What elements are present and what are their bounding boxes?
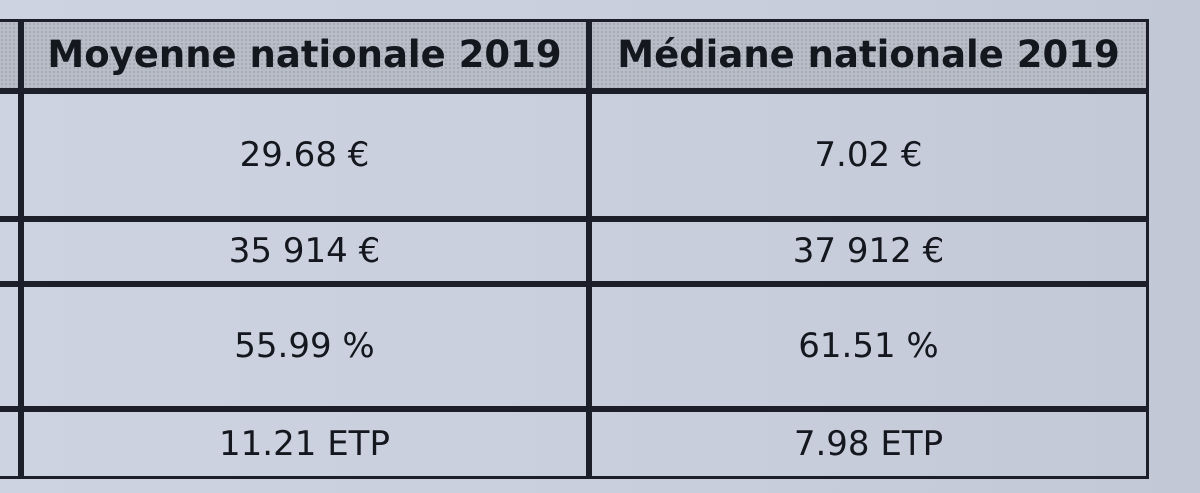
value-cell: 37 912 € (588, 218, 1149, 284)
row-label-cell (0, 218, 21, 284)
header-cell: Médiane nationale 2019 (588, 18, 1149, 91)
row-label-cell (0, 408, 21, 479)
value-cell: 61.51 % (588, 283, 1149, 409)
value-cell: 7.02 € (588, 90, 1149, 219)
value-cell: 11.21 ETP (20, 408, 589, 479)
header-cell: Moyenne nationale 2019 (20, 18, 589, 91)
row-label-cell (0, 283, 21, 409)
value-cell: 35 914 € (20, 218, 589, 284)
row-label-cell (0, 90, 21, 219)
value-cell: 55.99 % (20, 283, 589, 409)
value-cell: 29.68 € (20, 90, 589, 219)
value-cell: 7.98 ETP (588, 408, 1149, 479)
header-cell (0, 18, 21, 91)
